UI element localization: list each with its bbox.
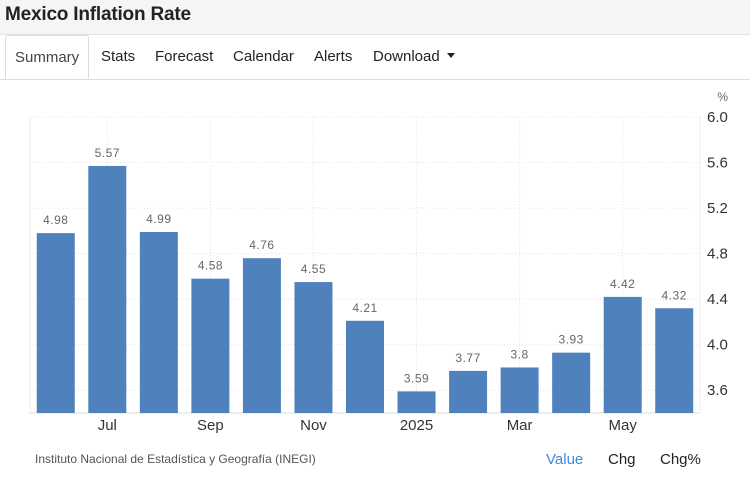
data-label: 4.98: [43, 213, 68, 227]
value-button[interactable]: Value: [546, 451, 584, 468]
data-label: 3.59: [404, 371, 429, 385]
x-tick-label: 2025: [400, 417, 433, 434]
chg-button[interactable]: Chg: [608, 451, 636, 468]
tab-summary[interactable]: Summary: [5, 35, 90, 79]
title-bar: Mexico Inflation Rate: [0, 0, 750, 35]
data-label: 3.93: [558, 333, 583, 347]
data-label: 4.32: [662, 288, 687, 302]
data-label: 5.57: [95, 146, 120, 160]
x-tick-label: May: [609, 417, 638, 434]
data-label: 4.76: [249, 238, 274, 252]
y-tick-label: 4.0: [707, 337, 728, 354]
tab-stats[interactable]: Stats: [101, 48, 136, 65]
y-axis: 3.6 4.0 4.4 4.8 5.2 5.6 6.0: [707, 109, 728, 399]
x-tick-label: Nov: [300, 417, 327, 434]
bar: [346, 320, 384, 413]
tab-download-label: Download: [373, 48, 440, 65]
caret-down-icon: [446, 52, 455, 58]
bar: [397, 391, 436, 413]
bar: [88, 165, 127, 413]
data-label: 3.8: [511, 347, 529, 361]
data-label: 4.99: [146, 212, 171, 226]
y-tick-label: 4.4: [707, 291, 728, 308]
y-tick-label: 5.6: [707, 155, 728, 172]
bar: [36, 233, 75, 413]
bar: [139, 231, 178, 413]
value-labels: 4.98 5.57 4.99 4.58 4.76 4.55 4.21 3.59 3.77 3.8 3…: [43, 146, 687, 385]
y-tick-label: 5.2: [707, 200, 728, 217]
x-tick-label: Jul: [98, 417, 117, 434]
data-label: 4.42: [610, 277, 635, 291]
bar: [294, 282, 333, 413]
data-label: 4.55: [301, 262, 326, 276]
x-tick-label: Sep: [197, 417, 224, 434]
bars: [36, 165, 694, 413]
bar: [242, 258, 281, 413]
y-tick-label: 4.8: [707, 246, 728, 263]
tab-download[interactable]: Download: [373, 35, 455, 79]
bar: [191, 278, 230, 413]
y-axis-unit: %: [717, 90, 728, 104]
tab-forecast[interactable]: Forecast: [155, 48, 214, 65]
inflation-chart: 4.98 5.57 4.99 4.58 4.76 4.55 4.21 3.59 3.77 3.8 3…: [29, 90, 728, 434]
tab-calendar[interactable]: Calendar: [233, 48, 294, 65]
data-label: 4.21: [352, 301, 377, 315]
bar: [449, 370, 488, 413]
page-title: Mexico Inflation Rate: [5, 4, 191, 25]
tab-bar: Summary Stats Forecast Calendar Alerts D…: [0, 35, 750, 80]
x-tick-label: Mar: [507, 417, 533, 434]
bar: [603, 296, 642, 413]
source-text: Instituto Nacional de Estadística y Geog…: [35, 452, 316, 466]
x-axis: Jul Sep Nov 2025 Mar May: [98, 417, 638, 434]
bar: [552, 352, 591, 413]
bar: [655, 308, 694, 413]
chg-pct-button[interactable]: Chg%: [660, 451, 701, 468]
bar: [500, 367, 539, 413]
chart-area: 4.98 5.57 4.99 4.58 4.76 4.55 4.21 3.59 3.77 3.8 3…: [0, 80, 750, 440]
data-label: 3.77: [455, 351, 480, 365]
y-tick-label: 6.0: [707, 109, 728, 126]
y-tick-label: 3.6: [707, 382, 728, 399]
tab-alerts[interactable]: Alerts: [314, 48, 353, 65]
data-label: 4.58: [198, 259, 223, 273]
